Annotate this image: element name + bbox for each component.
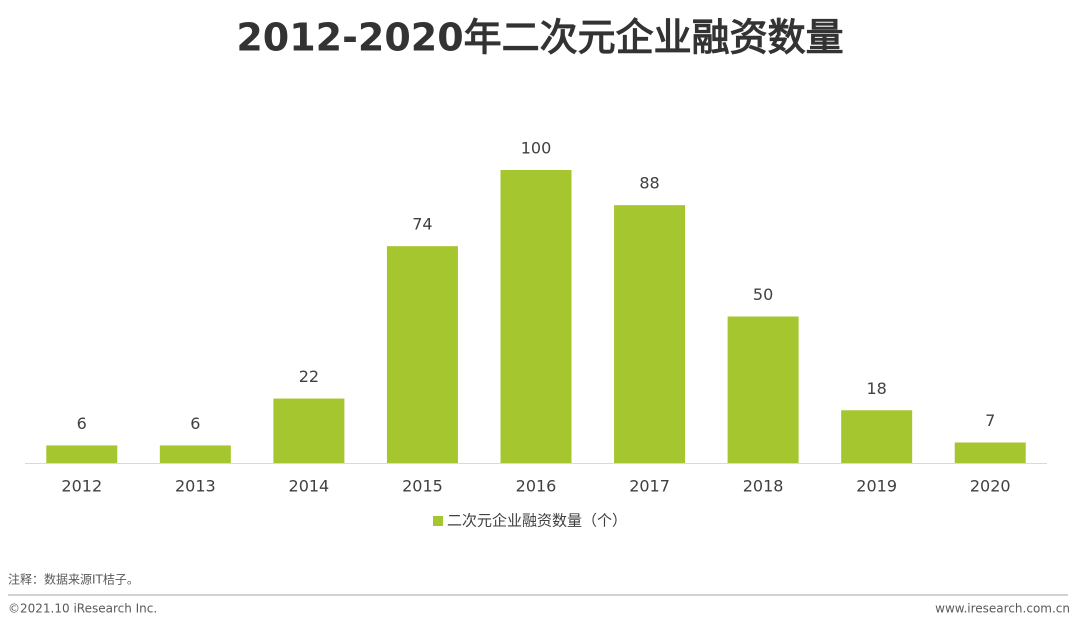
x-tick-label: 2013 xyxy=(175,477,216,496)
x-tick-label: 2015 xyxy=(402,477,443,496)
bar xyxy=(386,246,458,463)
x-tick-label: 2016 xyxy=(516,477,557,496)
footer-left: ©2021.10 iResearch Inc. xyxy=(8,602,157,616)
x-tick-label: 2019 xyxy=(856,477,897,496)
chart-title: 2012-2020年二次元企业融资数量 xyxy=(236,16,843,60)
bar xyxy=(159,445,231,463)
data-label: 50 xyxy=(753,285,773,304)
x-tick-label: 2018 xyxy=(743,477,784,496)
x-tick-label: 2014 xyxy=(289,477,330,496)
bar xyxy=(841,410,913,463)
footer-right: www.iresearch.com.cn xyxy=(935,602,1070,616)
bar xyxy=(273,398,345,463)
data-label: 100 xyxy=(521,139,552,158)
data-label: 22 xyxy=(299,367,319,386)
x-tick-label: 2017 xyxy=(629,477,670,496)
x-tick-label: 2012 xyxy=(61,477,102,496)
data-label: 74 xyxy=(412,215,432,234)
data-label: 7 xyxy=(985,411,995,430)
bar xyxy=(727,316,799,463)
data-label: 6 xyxy=(77,414,87,433)
note: 注释：数据来源IT桔子。 xyxy=(8,572,139,587)
data-label: 6 xyxy=(190,414,200,433)
bar xyxy=(954,442,1026,463)
legend-swatch xyxy=(433,516,443,526)
bar xyxy=(46,445,118,463)
x-tick-label: 2020 xyxy=(970,477,1011,496)
bar xyxy=(614,205,686,463)
data-label: 88 xyxy=(639,174,659,193)
bar xyxy=(500,170,572,463)
legend-label: 二次元企业融资数量（个） xyxy=(447,512,627,530)
data-label: 18 xyxy=(866,379,886,398)
